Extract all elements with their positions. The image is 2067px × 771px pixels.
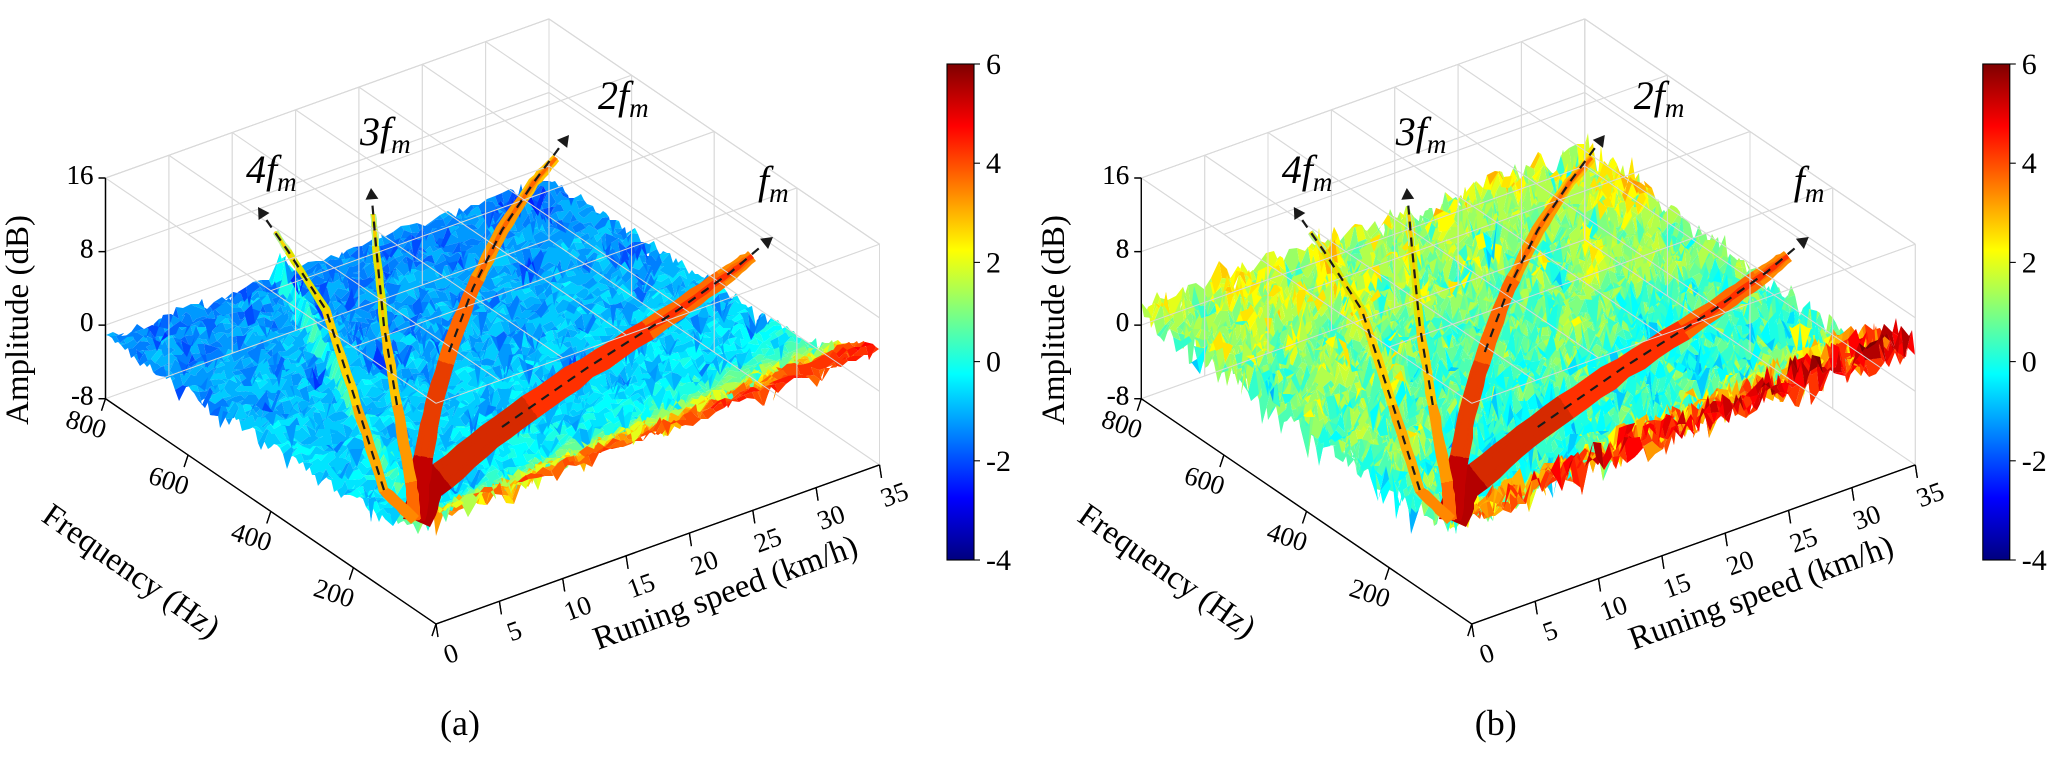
svg-text:6: 6 [2022,48,2037,81]
svg-text:-2: -2 [2022,445,2047,478]
svg-text:8: 8 [80,234,94,264]
svg-text:(a): (a) [440,703,480,743]
svg-text:16: 16 [1102,160,1129,190]
svg-text:8: 8 [1116,234,1130,264]
svg-text:Amplitude (dB): Amplitude (dB) [0,215,36,425]
svg-text:-4: -4 [986,544,1011,577]
svg-text:2: 2 [986,246,1001,279]
svg-text:-2: -2 [986,445,1011,478]
svg-text:6: 6 [986,48,1001,81]
svg-text:(b): (b) [1475,703,1517,743]
svg-text:4: 4 [2022,147,2037,180]
svg-text:-4: -4 [2022,544,2047,577]
svg-text:0: 0 [986,346,1001,379]
svg-text:2: 2 [2022,246,2037,279]
svg-text:Amplitude (dB): Amplitude (dB) [1036,215,1072,425]
svg-text:16: 16 [67,160,94,190]
svg-text:4: 4 [986,147,1001,180]
svg-text:0: 0 [80,307,94,337]
svg-text:0: 0 [1116,307,1130,337]
svg-text:0: 0 [2022,346,2037,379]
